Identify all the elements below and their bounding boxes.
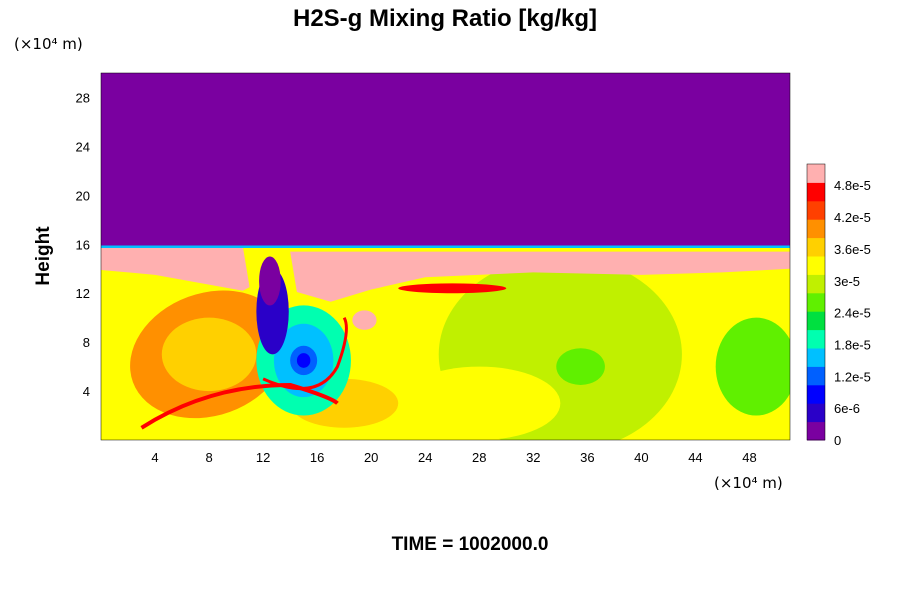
field-pink-blob [352, 310, 377, 330]
x-tick-label: 28 [472, 450, 486, 465]
colorbar-tick-label: 1.2e-5 [834, 369, 871, 384]
colorbar-swatch [807, 292, 825, 312]
colorbar-tick-label: 3.6e-5 [834, 242, 871, 257]
y-tick-label: 24 [76, 139, 90, 154]
field-yellow-low [398, 366, 561, 440]
colorbar-swatch [807, 274, 825, 294]
field-red-vortex-arc [262, 316, 348, 391]
y-tick-label: 8 [83, 335, 90, 350]
field-pink-band-right [290, 251, 790, 302]
colorbar-labels: 0 6e-6 1.2e-5 1.8e-5 2.4e-5 3e-5 3.6e-5 4.2e-5 4… [834, 178, 871, 448]
x-axis-ticks: 4 8 12 16 20 24 28 32 36 40 44 48 [151, 450, 756, 465]
heatmap-field [101, 73, 790, 440]
x-tick-label: 8 [205, 450, 212, 465]
x-tick-label: 48 [742, 450, 756, 465]
x-tick-label: 16 [310, 450, 324, 465]
field-red-edge [398, 283, 507, 294]
field-pink-band-left [101, 246, 250, 291]
plot-frame [100, 72, 791, 441]
y-tick-label: 4 [83, 384, 90, 399]
x-tick-label: 12 [256, 450, 270, 465]
x-tick-label: 20 [364, 450, 378, 465]
y-axis-unit: (×10⁴ m) [14, 35, 83, 53]
field-orange-core [161, 317, 257, 392]
x-tick-label: 4 [151, 450, 158, 465]
y-axis-label: Height [33, 226, 54, 286]
x-axis-unit: (×10⁴ m) [714, 474, 783, 492]
colorbar-tick-label: 6e-6 [834, 401, 860, 416]
y-tick-label: 28 [76, 90, 90, 105]
colorbar-tick-label: 2.4e-5 [834, 306, 871, 321]
colorbar-swatch [807, 200, 825, 220]
colorbar-tick-label: 1.8e-5 [834, 337, 871, 352]
colorbar-swatch [807, 421, 825, 441]
field-vortex-ring-3 [296, 353, 311, 368]
colorbar-swatch [807, 256, 825, 275]
colorbar-swatch [807, 403, 825, 423]
colorbar-tick-label: 4.2e-5 [834, 210, 871, 225]
x-tick-label: 36 [580, 450, 594, 465]
y-tick-label: 16 [76, 237, 90, 252]
colorbar-swatch [807, 219, 825, 239]
colorbar-tick-label: 4.8e-5 [834, 178, 871, 193]
colorbar-swatch [807, 237, 825, 257]
colorbar-tick-label: 3e-5 [834, 274, 860, 289]
colorbar-swatch [807, 311, 825, 331]
x-tick-label: 44 [688, 450, 702, 465]
colorbar-tick-label: 0 [834, 433, 841, 448]
field-green-eddy-core [556, 348, 605, 385]
colorbar-swatch [807, 329, 825, 349]
time-label: TIME = 1002000.0 [392, 534, 549, 555]
colorbar-swatch [807, 164, 825, 183]
y-tick-label: 20 [76, 188, 90, 203]
colorbar-swatch [807, 348, 825, 367]
colorbar-swatch [807, 384, 825, 404]
field-dark-plume [259, 256, 281, 306]
colorbar-frame [806, 163, 826, 441]
field-red-arc [140, 382, 339, 430]
colorbar-swatch [807, 182, 825, 202]
field-upper-layer [101, 73, 790, 247]
field-green-eddy-right [715, 317, 790, 416]
colorbar-swatch [807, 366, 825, 386]
x-tick-label: 32 [526, 450, 540, 465]
x-tick-label: 40 [634, 450, 648, 465]
y-axis-ticks: 4 8 12 16 20 24 28 [76, 90, 90, 399]
x-tick-label: 24 [418, 450, 432, 465]
colorbar [806, 163, 826, 441]
y-tick-label: 12 [76, 286, 90, 301]
chart-title: H2S-g Mixing Ratio [kg/kg] [293, 5, 597, 32]
